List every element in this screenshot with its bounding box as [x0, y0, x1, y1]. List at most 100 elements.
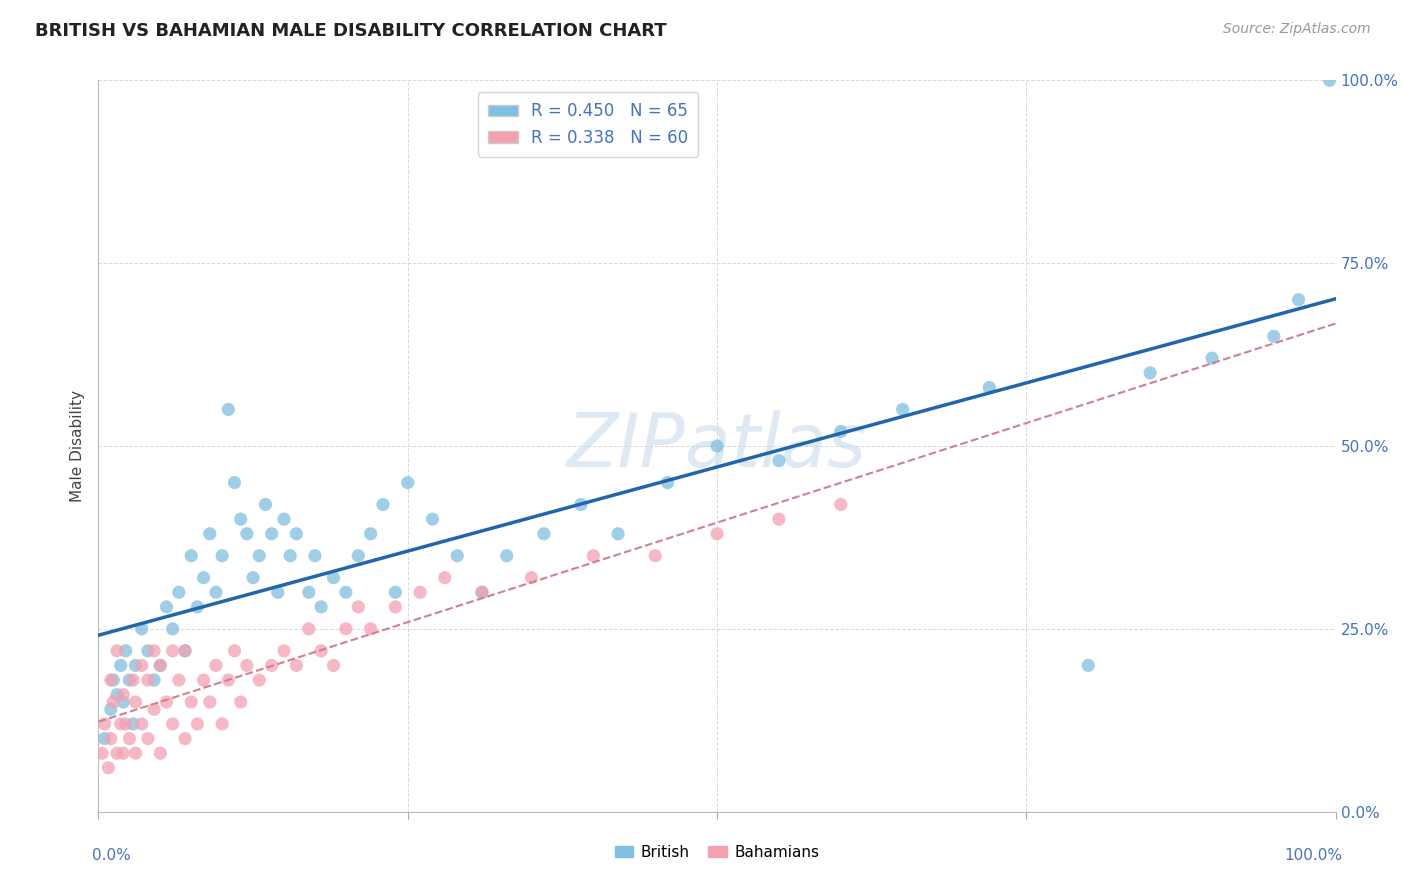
Point	[149, 658, 172, 673]
Point	[110, 717, 132, 731]
Point	[298, 622, 321, 636]
Point	[143, 673, 166, 687]
Point	[118, 673, 141, 687]
Point	[118, 731, 141, 746]
Point	[569, 498, 592, 512]
Point	[446, 549, 468, 563]
Point	[124, 658, 146, 673]
Point	[1201, 351, 1223, 366]
Point	[273, 644, 295, 658]
Point	[304, 549, 326, 563]
Point	[706, 439, 728, 453]
Point	[360, 622, 382, 636]
Point	[131, 658, 153, 673]
Y-axis label: Male Disability: Male Disability	[70, 390, 86, 502]
Point	[335, 585, 357, 599]
Point	[143, 644, 166, 658]
Point	[830, 498, 852, 512]
Point	[105, 688, 128, 702]
Point	[114, 717, 136, 731]
Point	[131, 717, 153, 731]
Point	[247, 673, 270, 687]
Point	[105, 746, 128, 760]
Point	[112, 695, 135, 709]
Point	[267, 585, 290, 599]
Text: ZIPatlas: ZIPatlas	[567, 410, 868, 482]
Point	[114, 644, 136, 658]
Point	[186, 717, 208, 731]
Point	[105, 644, 128, 658]
Point	[298, 585, 321, 599]
Point	[322, 658, 344, 673]
Point	[260, 658, 283, 673]
Point	[224, 644, 246, 658]
Point	[607, 526, 630, 541]
Legend: R = 0.450   N = 65, R = 0.338   N = 60: R = 0.450 N = 65, R = 0.338 N = 60	[478, 92, 699, 157]
Point	[396, 475, 419, 490]
Point	[205, 585, 228, 599]
Point	[91, 746, 114, 760]
Point	[103, 695, 125, 709]
Point	[285, 526, 308, 541]
Point	[149, 746, 172, 760]
Point	[198, 695, 221, 709]
Point	[217, 673, 239, 687]
Point	[136, 644, 159, 658]
Point	[242, 571, 264, 585]
Point	[891, 402, 914, 417]
Point	[347, 599, 370, 614]
Point	[1288, 293, 1310, 307]
Point	[309, 644, 332, 658]
Point	[162, 717, 184, 731]
Point	[495, 549, 517, 563]
Point	[254, 498, 277, 512]
Point	[224, 475, 246, 490]
Point	[112, 688, 135, 702]
Point	[103, 673, 125, 687]
Point	[1319, 73, 1341, 87]
Point	[322, 571, 344, 585]
Point	[471, 585, 494, 599]
Text: BRITISH VS BAHAMIAN MALE DISABILITY CORRELATION CHART: BRITISH VS BAHAMIAN MALE DISABILITY CORR…	[35, 22, 666, 40]
Point	[110, 658, 132, 673]
Point	[979, 380, 1001, 394]
Point	[217, 402, 239, 417]
Point	[1263, 329, 1285, 343]
Point	[100, 731, 122, 746]
Point	[582, 549, 605, 563]
Point	[174, 731, 197, 746]
Point	[471, 585, 494, 599]
Point	[100, 702, 122, 716]
Point	[260, 526, 283, 541]
Point	[136, 731, 159, 746]
Text: 100.0%: 100.0%	[1284, 848, 1341, 863]
Point	[180, 549, 202, 563]
Point	[122, 673, 145, 687]
Point	[93, 717, 115, 731]
Point	[112, 746, 135, 760]
Point	[167, 585, 190, 599]
Point	[285, 658, 308, 673]
Point	[136, 673, 159, 687]
Point	[422, 512, 444, 526]
Point	[384, 599, 406, 614]
Point	[143, 702, 166, 716]
Point	[229, 512, 252, 526]
Point	[100, 673, 122, 687]
Point	[706, 526, 728, 541]
Point	[93, 731, 115, 746]
Point	[149, 658, 172, 673]
Text: 0.0%: 0.0%	[93, 848, 131, 863]
Point	[409, 585, 432, 599]
Point	[657, 475, 679, 490]
Point	[229, 695, 252, 709]
Point	[273, 512, 295, 526]
Point	[124, 746, 146, 760]
Point	[174, 644, 197, 658]
Point	[360, 526, 382, 541]
Point	[433, 571, 456, 585]
Text: Source: ZipAtlas.com: Source: ZipAtlas.com	[1223, 22, 1371, 37]
Point	[371, 498, 394, 512]
Point	[309, 599, 332, 614]
Point	[347, 549, 370, 563]
